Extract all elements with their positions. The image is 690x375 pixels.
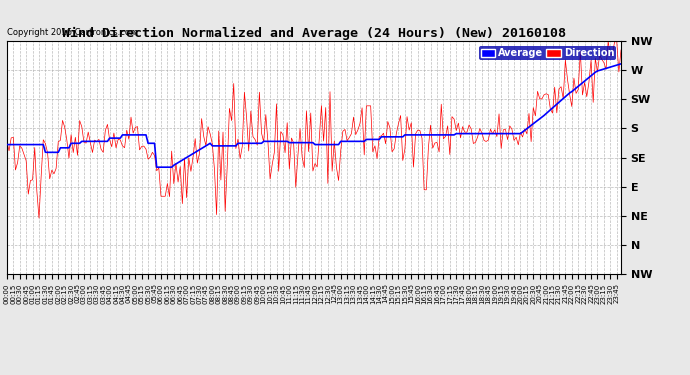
- Legend: Average, Direction: Average, Direction: [479, 46, 616, 60]
- Title: Wind Direction Normalized and Average (24 Hours) (New) 20160108: Wind Direction Normalized and Average (2…: [62, 27, 566, 40]
- Text: Copyright 2016 Cartronics.com: Copyright 2016 Cartronics.com: [7, 28, 138, 37]
